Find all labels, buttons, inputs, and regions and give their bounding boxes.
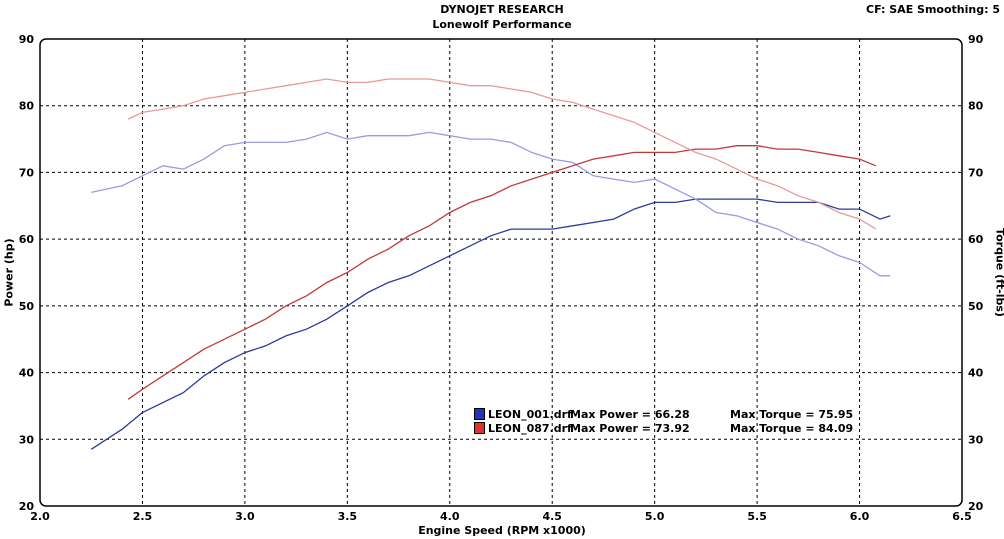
series-line-leon_087-torque [127,78,877,230]
x-tick-label: 5.5 [747,510,767,523]
x-axis-label: Engine Speed (RPM x1000) [418,524,586,537]
legend-file: LEON_087.drf [488,421,572,435]
x-tick-label: 5.0 [645,510,665,523]
x-tick-label: 2.5 [133,510,153,523]
legend-swatch-blue [474,408,485,420]
legend-max-power: Max Power = 73.92 [570,421,690,435]
y-tick-label: 40 [19,367,35,380]
x-tick-label: 4.5 [542,510,562,523]
legend-item: LEON_001.drf Max Power = 66.28 Max Torqu… [474,407,853,421]
y-tick-label: 70 [19,166,35,179]
correction-info: CF: SAE Smoothing: 5 [866,3,1000,16]
y2-tick-label: 90 [968,33,984,46]
series-line-leon_087-power [127,145,877,400]
x-tick-label: 3.0 [235,510,255,523]
legend-max-torque: Max Torque = 75.95 [730,407,854,421]
series-line-leon_001-power [90,198,891,450]
x-tick-label: 6.0 [850,510,870,523]
y2-tick-label: 80 [968,100,984,113]
legend: LEON_001.drf Max Power = 66.28 Max Torqu… [474,407,853,435]
y2-tick-label: 20 [968,500,984,513]
legend-swatch-red [474,422,485,434]
legend-item: LEON_087.drf Max Power = 73.92 Max Torqu… [474,421,853,435]
plot-border [39,38,963,507]
y2-tick-label: 50 [968,300,984,313]
x-tick-label: 6.5 [952,510,972,523]
legend-max-power: Max Power = 66.28 [570,407,690,421]
chart-title: DYNOJET RESEARCH [440,3,564,16]
chart-subtitle: Lonewolf Performance [432,18,572,31]
y2-tick-label: 70 [968,166,984,179]
y-tick-label: 90 [19,33,35,46]
y-tick-label: 60 [19,233,35,246]
x-tick-label: 4.0 [440,510,460,523]
y2-tick-label: 60 [968,233,984,246]
x-tick-label: 3.5 [338,510,358,523]
y-tick-label: 30 [19,433,35,446]
y2-tick-label: 40 [968,367,984,380]
x-tick-label: 2.0 [30,510,50,523]
y-tick-label: 80 [19,100,35,113]
y2-tick-label: 30 [968,433,984,446]
legend-max-torque: Max Torque = 84.09 [730,421,854,435]
series-line-leon_001-torque [91,131,891,277]
y-tick-label: 50 [19,300,35,313]
legend-file: LEON_001.drf [488,407,572,421]
y-tick-label: 20 [19,500,35,513]
